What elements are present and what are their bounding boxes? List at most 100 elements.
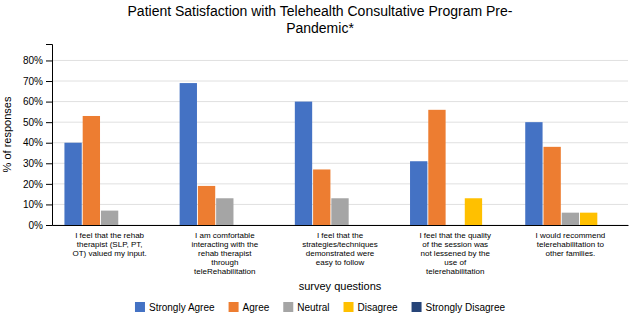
- x-tick-label-line: I feel that the rehab: [75, 231, 144, 240]
- x-tick-label-line: through: [211, 258, 238, 267]
- legend: Strongly Agree Agree Neutral Disagree Strong…: [135, 302, 505, 313]
- bar: [580, 213, 597, 225]
- legend-label: Disagree: [358, 302, 398, 313]
- y-axis-line: [46, 45, 53, 226]
- y-tick-mark: [46, 163, 52, 164]
- y-tick-label: 80%: [23, 55, 43, 66]
- bar-series: [101, 198, 579, 225]
- x-tick-label-line: of the session was: [422, 240, 488, 249]
- legend-item: Disagree: [344, 302, 398, 313]
- x-tick-label-line: not lessened by the: [421, 249, 491, 258]
- y-tick: 30%: [23, 158, 52, 169]
- x-tick-label-line: I feel that the quality: [419, 231, 491, 240]
- bar: [368, 225, 385, 226]
- x-tick-label-line: teleRehabilitation: [194, 267, 255, 276]
- x-tick-label-line: rehab therapist: [198, 249, 252, 258]
- bar: [234, 225, 251, 226]
- y-tick-mark: [46, 122, 52, 123]
- bar: [180, 83, 197, 225]
- legend-label: Strongly Agree: [149, 302, 215, 313]
- bars: [64, 83, 597, 225]
- title-line: Pandemic*: [286, 20, 354, 36]
- y-tick-label: 70%: [23, 76, 43, 87]
- bar-series: [83, 110, 561, 225]
- y-tick-label: 40%: [23, 137, 43, 148]
- bar: [83, 116, 100, 225]
- bar: [216, 198, 233, 225]
- chart: Patient Satisfaction with Telehealth Con…: [0, 0, 640, 317]
- bar: [483, 225, 500, 226]
- x-tick-label-line: strategies/techniques: [302, 240, 378, 249]
- y-tick-mark: [46, 143, 52, 144]
- bar: [331, 198, 348, 225]
- x-tick-label-line: I am comfortable: [195, 231, 255, 240]
- x-tick-label-line: I would recommend: [535, 231, 605, 240]
- title: Patient Satisfaction with Telehealth Con…: [128, 3, 513, 36]
- bar: [447, 225, 464, 226]
- bar: [295, 102, 312, 225]
- grid-line: [52, 81, 628, 82]
- y-tick: 70%: [23, 76, 52, 87]
- bar: [198, 186, 215, 225]
- x-tick-label-line: other families.: [546, 249, 596, 258]
- y-tick-label: 30%: [23, 158, 43, 169]
- grid-line: [52, 101, 628, 102]
- plot: 0% 10% 20% 30% 40% 50% 60% 70% 80% I feel that th…: [23, 45, 629, 277]
- y-axis: 0% 10% 20% 30% 40% 50% 60% 70% 80%: [23, 45, 53, 231]
- legend-swatch: [412, 302, 422, 312]
- x-axis: I feel that the rehabtherapist (SLP, PT,…: [53, 225, 629, 276]
- legend-item: Neutral: [283, 302, 329, 313]
- y-tick: 50%: [23, 117, 52, 128]
- y-tick-label: 50%: [23, 117, 43, 128]
- x-tick: I feel that the qualityof the session wa…: [419, 225, 491, 276]
- x-axis-title: survey questions: [299, 280, 382, 292]
- legend-swatch: [229, 302, 239, 312]
- x-tick-label-line: telerehabilitation to: [537, 240, 605, 249]
- bar: [313, 169, 330, 225]
- bar: [598, 225, 615, 226]
- x-tick-label-line: I feel that the: [317, 231, 364, 240]
- x-tick-label: I am comfortableinteracting with thereha…: [191, 231, 258, 277]
- legend-label: Strongly Disagree: [426, 302, 506, 313]
- y-tick-mark: [46, 204, 52, 205]
- legend-item: Agree: [229, 302, 270, 313]
- x-tick: I feel that the rehabtherapist (SLP, PT,…: [72, 225, 146, 258]
- y-tick: 20%: [23, 179, 52, 190]
- bar: [101, 211, 118, 225]
- x-tick-label-line: OT) valued my input.: [72, 249, 146, 258]
- x-tick-label: I feel that the rehabtherapist (SLP, PT,…: [72, 231, 146, 258]
- bar-series: [465, 198, 598, 225]
- bar-series: [64, 83, 542, 225]
- x-tick-label-line: telerehabilitation: [426, 267, 484, 276]
- bar: [253, 225, 270, 226]
- y-tick-label: 0%: [29, 220, 44, 231]
- x-tick-label-line: demonstrated were: [306, 249, 375, 258]
- bar: [64, 143, 81, 225]
- y-tick-mark: [46, 102, 52, 103]
- x-tick-label-line: use of: [444, 258, 467, 267]
- y-tick-mark: [46, 60, 52, 61]
- title-line: Patient Satisfaction with Telehealth Con…: [128, 3, 513, 19]
- y-tick: 80%: [23, 55, 52, 66]
- y-tick-label: 10%: [23, 199, 43, 210]
- bar: [543, 147, 560, 225]
- y-tick-label: 60%: [23, 96, 43, 107]
- bar: [562, 213, 579, 225]
- legend-swatch: [344, 302, 354, 312]
- grid-line: [52, 60, 628, 61]
- x-tick-label: I would recommendtelerehabilitation toot…: [535, 231, 605, 258]
- y-tick-label: 20%: [23, 179, 43, 190]
- x-tick-label: I feel that the qualityof the session wa…: [419, 231, 491, 277]
- x-tick-label-line: therapist (SLP, PT,: [77, 240, 143, 249]
- legend-item: Strongly Agree: [135, 302, 215, 313]
- x-tick: I am comfortableinteracting with thereha…: [191, 225, 258, 276]
- y-tick: 60%: [23, 96, 52, 107]
- legend-label: Neutral: [297, 302, 329, 313]
- y-tick-mark: [46, 225, 52, 226]
- grid: [52, 60, 628, 225]
- y-tick-mark: [46, 184, 52, 185]
- bar: [350, 225, 367, 226]
- y-tick: 10%: [23, 199, 52, 210]
- legend-label: Agree: [243, 302, 270, 313]
- x-tick: I would recommendtelerehabilitation toot…: [535, 225, 605, 258]
